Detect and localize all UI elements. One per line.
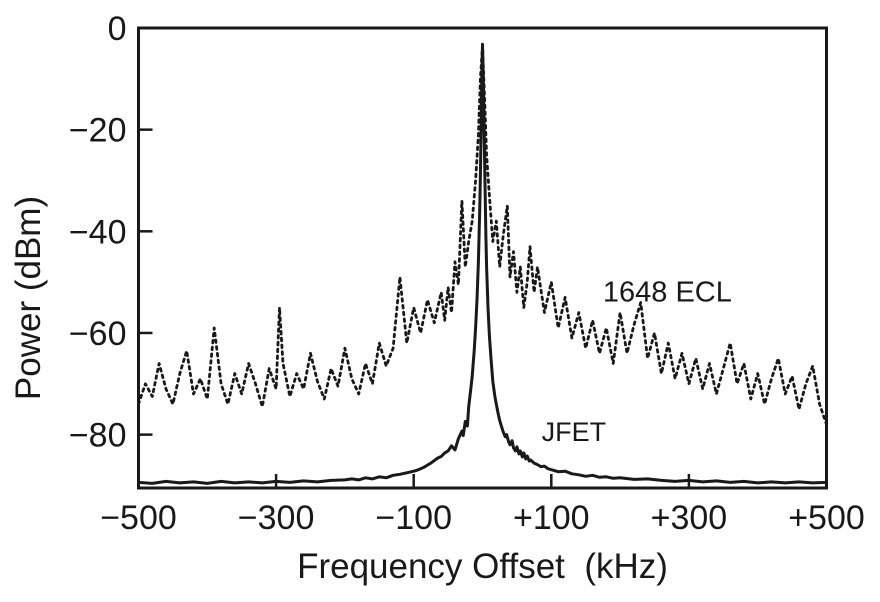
series-jfet [137, 42, 828, 485]
x-tick-label: +300 [651, 499, 728, 537]
x-tick-label: −300 [238, 499, 315, 537]
y-tick-label: 0 [108, 10, 127, 48]
y-tick-label: −80 [69, 417, 127, 455]
y-tick-label: −20 [69, 112, 127, 150]
x-tick-label: +100 [513, 499, 590, 537]
y-axis-title: Power (dBm) [9, 196, 48, 400]
plot-frame [137, 26, 828, 490]
series-label-1648-ecl: 1648 ECL [603, 276, 732, 308]
x-tick-label: +500 [788, 499, 865, 537]
y-tick-label: −40 [69, 213, 127, 251]
x-axis-title: Frequency Offset (kHz) [297, 547, 668, 586]
series-label-jfet: JFET [542, 417, 607, 447]
y-tick-label: −60 [69, 315, 127, 353]
x-tick-label: −500 [100, 499, 177, 537]
x-tick-label: −100 [375, 499, 452, 537]
